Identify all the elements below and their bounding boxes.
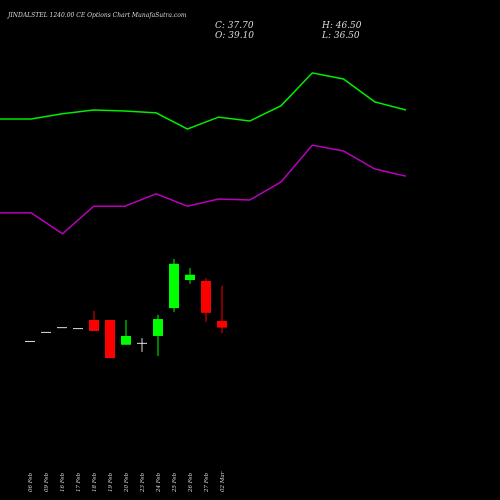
candle-body <box>201 280 211 313</box>
x-tick-label: 18 Feb <box>92 472 98 492</box>
x-tick-label: 20 Feb <box>124 472 130 493</box>
candle-body <box>41 331 51 333</box>
candle-body <box>73 328 83 330</box>
x-tick-label: 23 Feb <box>140 472 146 493</box>
candle-body <box>169 263 179 309</box>
open-label: O: 39.10 <box>215 31 254 41</box>
close-label: C: 37.70 <box>215 21 254 31</box>
low-label: L: 36.50 <box>321 31 360 41</box>
candle-body <box>185 274 195 280</box>
candle-body <box>25 340 35 342</box>
candle-body <box>105 320 115 359</box>
indicator-line <box>0 144 407 235</box>
candle-body <box>57 327 67 329</box>
chart-title: JINDALSTEL 1240.00 CE Options Chart Muna… <box>6 12 187 19</box>
x-tick-label: 24 Feb <box>156 472 162 493</box>
indicator-line <box>0 72 407 130</box>
candle-body <box>121 335 131 345</box>
candle-body <box>89 320 99 331</box>
candle-body <box>153 319 163 336</box>
x-tick-label: 16 Feb <box>60 472 66 492</box>
candle-body <box>137 342 147 344</box>
x-tick-label: 25 Feb <box>172 472 178 493</box>
x-tick-label: 27 Feb <box>204 472 210 493</box>
x-tick-label: 17 Feb <box>76 472 82 492</box>
x-tick-label: 26 Feb <box>188 472 194 493</box>
x-tick-label: 09 Feb <box>44 472 50 492</box>
x-tick-label: 19 Feb <box>108 472 114 492</box>
x-tick-label: 02 Mar <box>220 471 226 492</box>
high-label: H: 46.50 <box>321 21 362 31</box>
x-tick-label: 06 Feb <box>28 472 34 492</box>
candle-body <box>217 320 227 328</box>
